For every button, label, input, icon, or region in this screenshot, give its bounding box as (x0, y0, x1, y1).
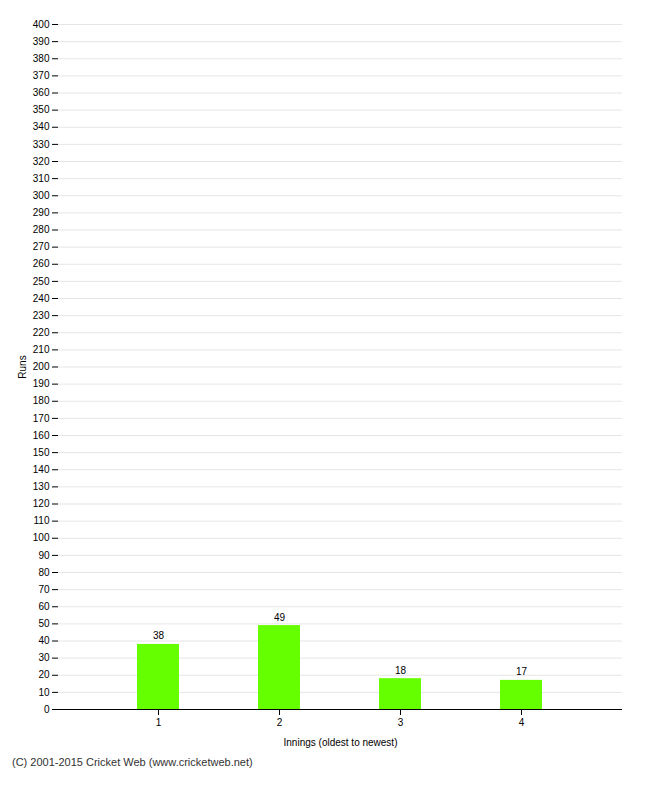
svg-text:49: 49 (274, 612, 286, 623)
svg-text:330: 330 (33, 139, 50, 150)
svg-text:1: 1 (156, 717, 162, 728)
svg-text:260: 260 (33, 258, 50, 269)
svg-text:20: 20 (38, 669, 50, 680)
svg-text:130: 130 (33, 481, 50, 492)
html-text:(C) 2001-2015 Cricket Web (www: (C) 2001-2015 Cricket Web (www.cricketwe… (12, 756, 253, 768)
svg-text:190: 190 (33, 378, 50, 389)
svg-text:40: 40 (38, 635, 50, 646)
svg-text:390: 390 (33, 36, 50, 47)
svg-text:18: 18 (395, 665, 407, 676)
svg-text:0: 0 (44, 704, 50, 715)
svg-text:3: 3 (398, 717, 404, 728)
svg-text:360: 360 (33, 87, 50, 98)
svg-text:120: 120 (33, 498, 50, 509)
svg-text:140: 140 (33, 464, 50, 475)
svg-text:90: 90 (38, 550, 50, 561)
svg-text:340: 340 (33, 121, 50, 132)
svg-text:180: 180 (33, 395, 50, 406)
svg-text:30: 30 (38, 652, 50, 663)
svg-text:320: 320 (33, 156, 50, 167)
svg-text:200: 200 (33, 361, 50, 372)
svg-text:310: 310 (33, 173, 50, 184)
svg-text:70: 70 (38, 584, 50, 595)
svg-text:Innings (oldest to newest): Innings (oldest to newest) (284, 737, 398, 748)
svg-text:80: 80 (38, 567, 50, 578)
svg-text:220: 220 (33, 327, 50, 338)
svg-text:100: 100 (33, 532, 50, 543)
svg-text:380: 380 (33, 53, 50, 64)
svg-text:2: 2 (277, 717, 283, 728)
svg-text:150: 150 (33, 447, 50, 458)
svg-text:38: 38 (153, 630, 165, 641)
svg-text:210: 210 (33, 344, 50, 355)
svg-text:240: 240 (33, 293, 50, 304)
svg-text:300: 300 (33, 190, 50, 201)
svg-text:60: 60 (38, 601, 50, 612)
svg-text:290: 290 (33, 207, 50, 218)
svg-text:370: 370 (33, 70, 50, 81)
svg-text:110: 110 (34, 515, 50, 526)
svg-text:4: 4 (519, 717, 525, 728)
svg-text:250: 250 (33, 276, 50, 287)
svg-text:280: 280 (33, 224, 50, 235)
svg-text:350: 350 (33, 104, 50, 115)
svg-text:270: 270 (33, 241, 50, 252)
svg-text:170: 170 (33, 413, 50, 424)
svg-text:17: 17 (516, 666, 528, 677)
svg-text:400: 400 (33, 19, 50, 30)
svg-text:Runs: Runs (17, 355, 28, 378)
svg-text:50: 50 (38, 618, 50, 629)
svg-text:230: 230 (33, 310, 50, 321)
svg-text:160: 160 (33, 430, 50, 441)
svg-text:10: 10 (38, 687, 50, 698)
